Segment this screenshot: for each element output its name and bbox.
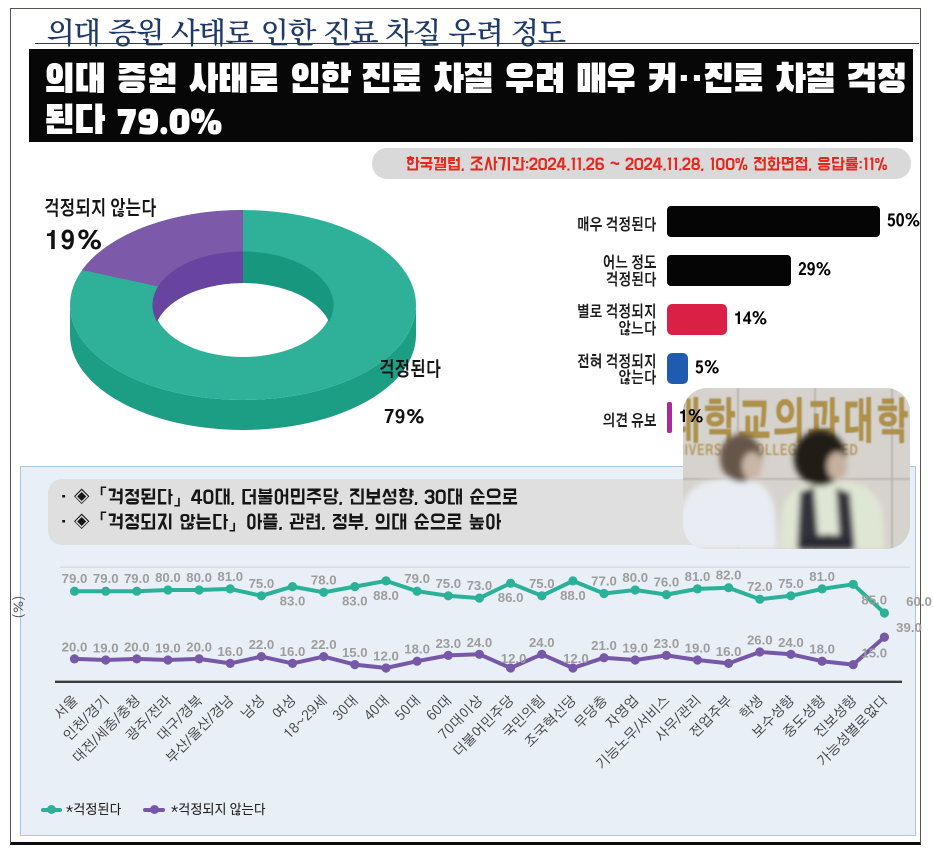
svg-text:(%): (%) [12, 595, 26, 619]
svg-text:20.0: 20.0 [186, 639, 212, 654]
svg-text:75.0: 75.0 [435, 576, 461, 591]
svg-text:16.0: 16.0 [280, 644, 306, 659]
svg-text:24.0: 24.0 [529, 635, 555, 650]
svg-text:79.0: 79.0 [62, 571, 88, 586]
svg-text:85.0: 85.0 [861, 592, 887, 607]
svg-text:80.0: 80.0 [186, 570, 212, 585]
svg-text:75.0: 75.0 [249, 576, 275, 591]
svg-text:19.0: 19.0 [685, 641, 711, 656]
svg-text:79.0: 79.0 [93, 571, 119, 586]
svg-text:73.0: 73.0 [467, 578, 493, 593]
svg-text:15.0: 15.0 [861, 646, 887, 661]
svg-text:19.0: 19.0 [93, 641, 119, 656]
svg-text:88.0: 88.0 [560, 588, 586, 603]
svg-text:22.0: 22.0 [311, 637, 337, 652]
svg-text:20.0: 20.0 [62, 639, 88, 654]
svg-text:24.0: 24.0 [778, 635, 804, 650]
svg-text:86.0: 86.0 [498, 590, 524, 605]
svg-text:78.0: 78.0 [311, 572, 337, 587]
svg-text:12.0: 12.0 [563, 651, 589, 666]
svg-text:12.0: 12.0 [501, 651, 527, 666]
svg-text:60.0: 60.0 [906, 594, 932, 609]
svg-text:무당층: 무당층 [571, 693, 610, 732]
svg-text:81.0: 81.0 [685, 569, 711, 584]
svg-text:15.0: 15.0 [342, 645, 368, 660]
svg-text:82.0: 82.0 [716, 568, 742, 583]
svg-text:19.0: 19.0 [622, 641, 648, 656]
svg-text:83.0: 83.0 [342, 594, 368, 609]
svg-text:24.0: 24.0 [467, 635, 493, 650]
svg-text:18.0: 18.0 [809, 642, 835, 657]
svg-text:대학교의과대학: 대학교의과대학 [683, 396, 910, 449]
svg-text:81.0: 81.0 [217, 569, 243, 584]
svg-text:79.0: 79.0 [404, 571, 430, 586]
svg-text:23.0: 23.0 [654, 636, 680, 651]
svg-text:75.0: 75.0 [529, 576, 555, 591]
svg-text:서울: 서울 [51, 693, 80, 722]
svg-text:83.0: 83.0 [280, 594, 306, 609]
svg-text:26.0: 26.0 [747, 633, 773, 648]
svg-text:81.0: 81.0 [809, 569, 835, 584]
svg-text:12.0: 12.0 [373, 649, 399, 664]
svg-text:72.0: 72.0 [747, 579, 773, 594]
svg-text:남성: 남성 [238, 693, 267, 722]
svg-text:22.0: 22.0 [249, 637, 275, 652]
svg-text:23.0: 23.0 [435, 636, 461, 651]
svg-text:16.0: 16.0 [217, 644, 243, 659]
svg-text:20.0: 20.0 [124, 639, 150, 654]
svg-text:77.0: 77.0 [591, 574, 617, 589]
svg-text:39.0: 39.0 [896, 620, 922, 635]
svg-text:79.0: 79.0 [124, 571, 150, 586]
svg-text:50대: 50대 [392, 693, 423, 724]
svg-text:19.0: 19.0 [155, 641, 181, 656]
svg-text:18.0: 18.0 [404, 642, 430, 657]
svg-text:88.0: 88.0 [373, 588, 399, 603]
svg-text:21.0: 21.0 [591, 638, 617, 653]
svg-text:16.0: 16.0 [716, 644, 742, 659]
svg-text:여성: 여성 [269, 693, 298, 722]
svg-text:80.0: 80.0 [155, 570, 181, 585]
svg-text:30대: 30대 [330, 693, 361, 724]
svg-text:75.0: 75.0 [778, 576, 804, 591]
svg-text:76.0: 76.0 [654, 575, 680, 590]
svg-text:40대: 40대 [361, 693, 392, 724]
svg-text:80.0: 80.0 [622, 570, 648, 585]
